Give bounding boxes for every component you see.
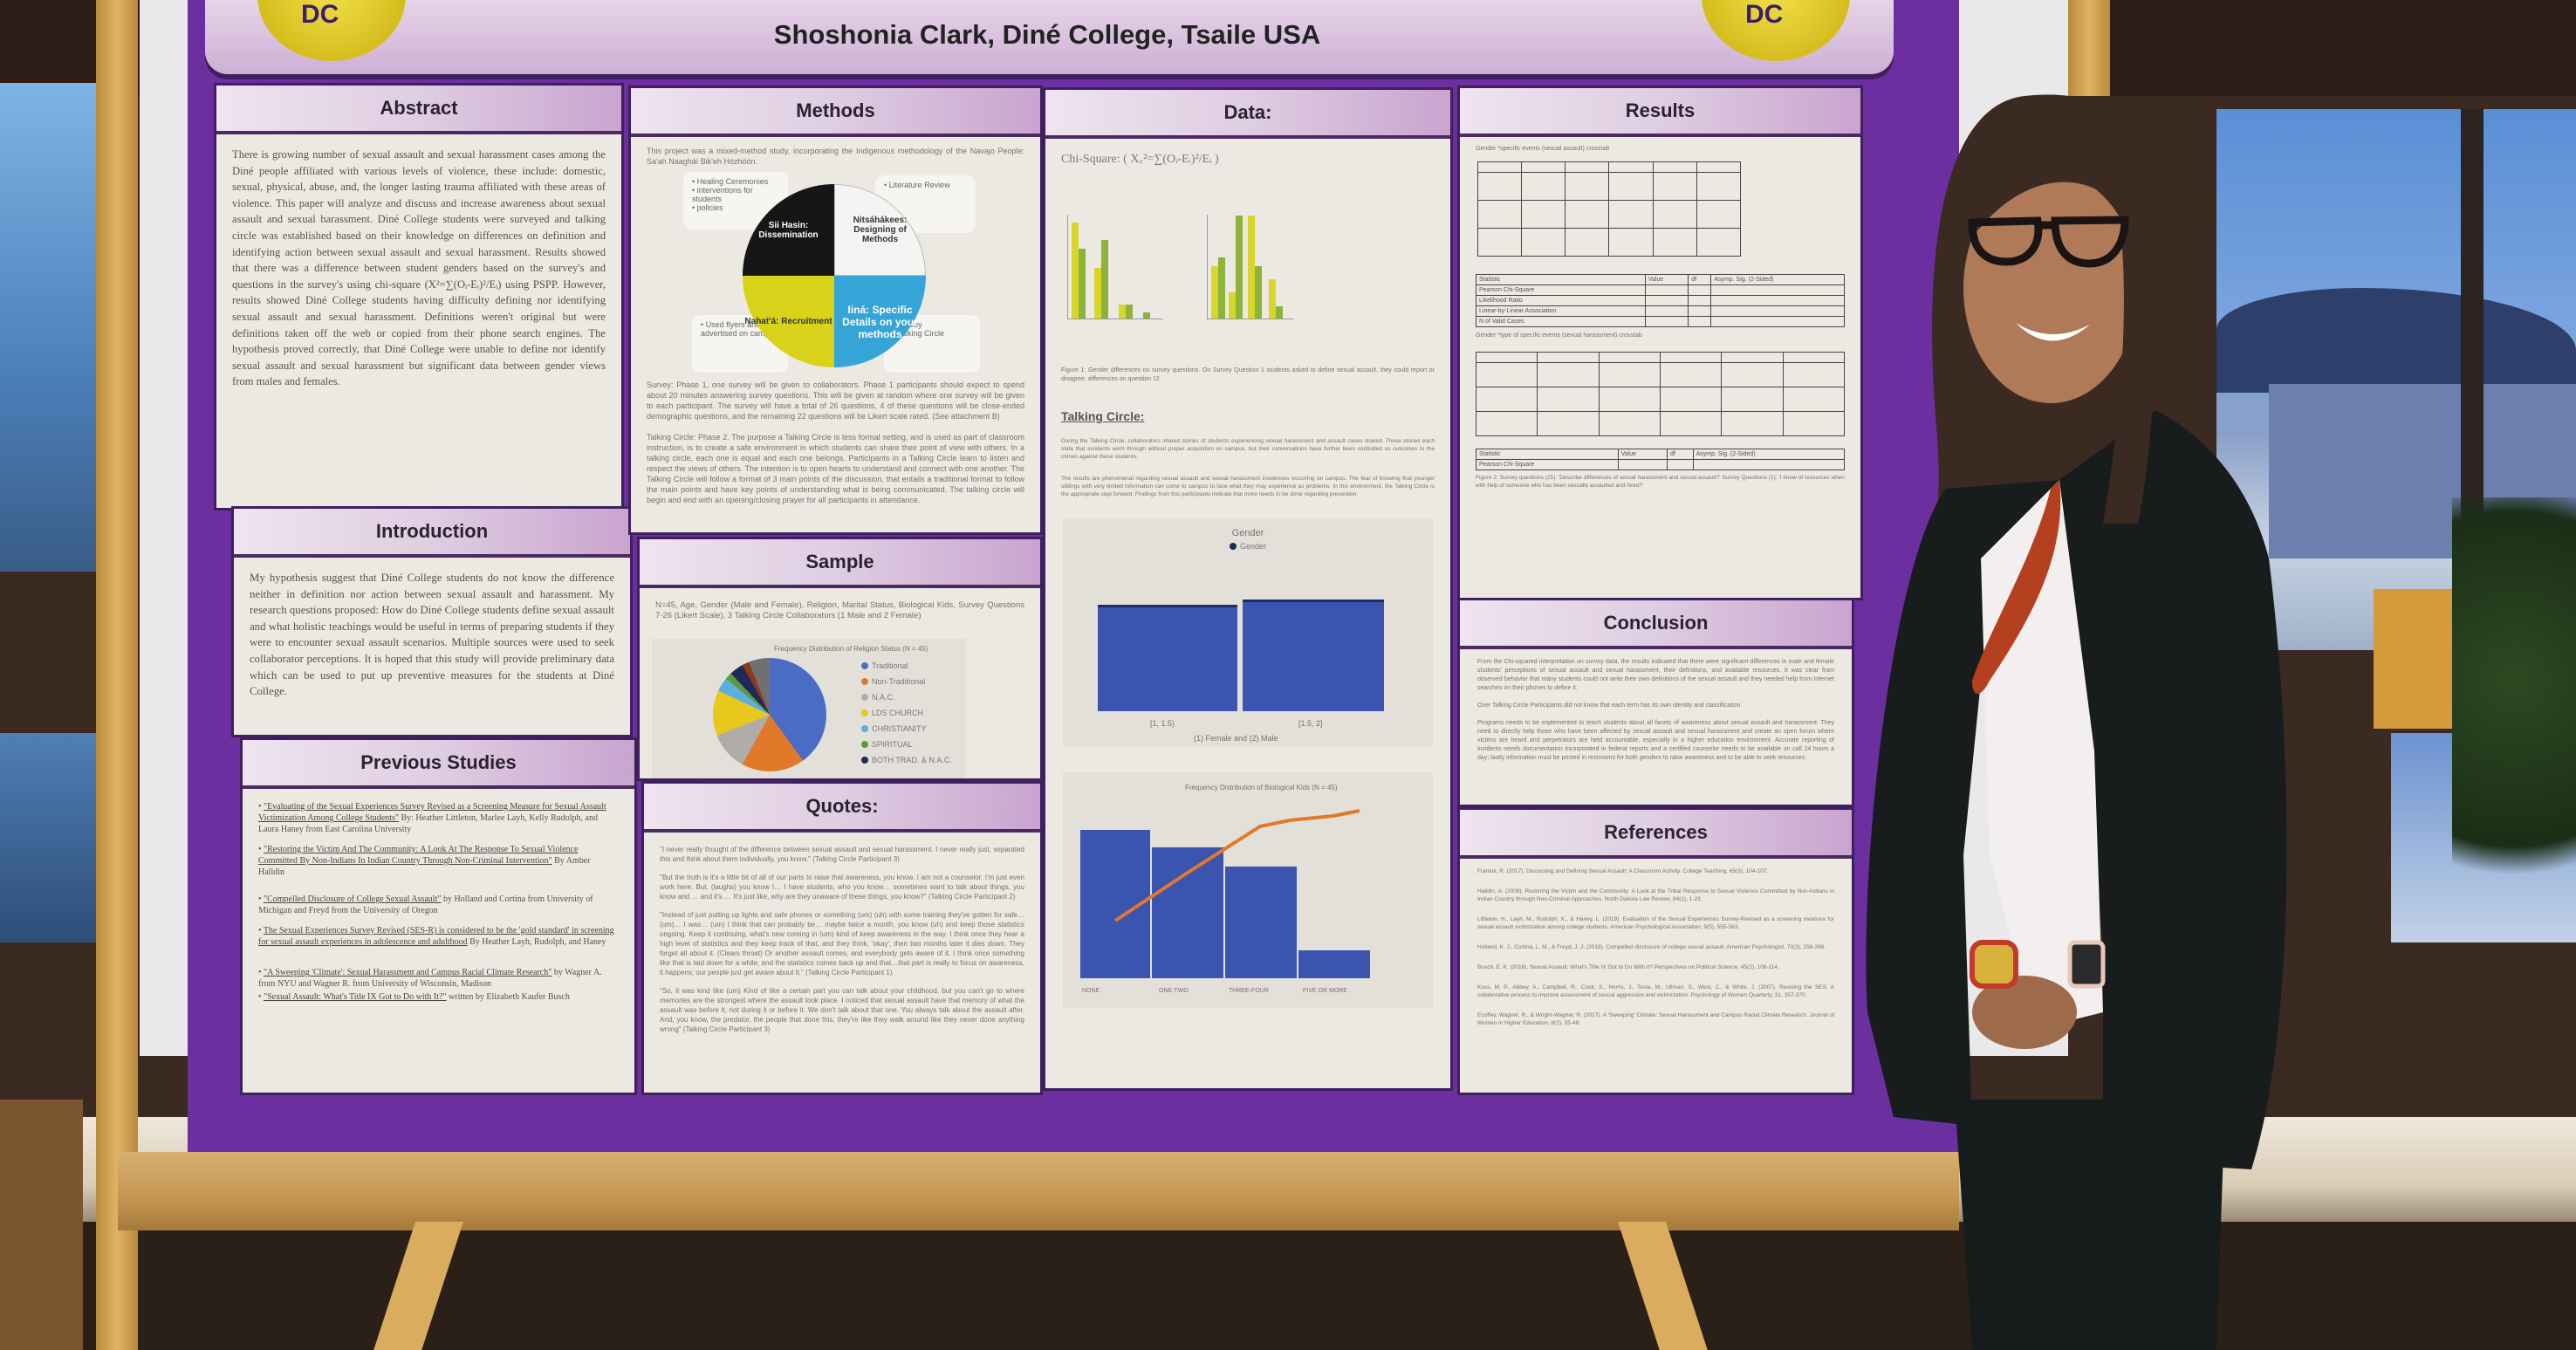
chi-square-table-2: Statistic Value df Asymp. Sig. (2-Sided) Pe…	[1460, 436, 1860, 470]
methods-wheel: Sii Hasin: Dissemination Nitsáhákees: De…	[743, 184, 926, 367]
references-list: Franiuk, R. (2017). Discussing and Defin…	[1460, 859, 1852, 1036]
reference: Holland, K. J., Cortina, L. M., & Freyd,…	[1477, 944, 1826, 950]
plant	[2452, 497, 2576, 951]
list-item: • "A Sweeping 'Climate': Sexual Harassme…	[258, 968, 602, 989]
bar-female	[1098, 605, 1237, 711]
methods-box: • Used flyers and advertised on campus	[692, 315, 788, 373]
methods-wheel-area: • Healing Ceremonies • interventions for …	[631, 167, 1040, 376]
pareto-chart: Frequency Distribution of Biological Kid…	[1063, 772, 1433, 1008]
list-item: • "Restoring the Victim And The Communit…	[258, 845, 591, 877]
methods-panel: Methods This project was a mixed-method …	[628, 86, 1043, 535]
panel-heading: References	[1460, 810, 1852, 859]
abstract-text: There is growing number of sexual assaul…	[232, 148, 606, 388]
panel-heading: Conclusion	[1460, 600, 1852, 649]
religion-pie-chart: Frequency Distribution of Religion Statu…	[652, 639, 966, 778]
shelf	[0, 1100, 83, 1350]
reference: Littleton, H., Layh, M., Rudolph, K., & …	[1477, 916, 1834, 930]
pie	[713, 658, 826, 771]
sample-panel: Sample N=45, Age, Gender (Male and Femal…	[637, 537, 1043, 781]
presenter	[1866, 94, 2287, 1350]
list-item: • "Sexual Assault: What's Title IX Got t…	[258, 992, 570, 1002]
panel-heading: Introduction	[234, 509, 630, 558]
wheel-segment: Nahat'á: Recruitment	[743, 276, 834, 367]
smartwatch	[2067, 940, 2106, 989]
talking-circle-heading: Talking Circle:	[1061, 409, 1145, 423]
talking-circle-text: During the Talking Circle, collaborators…	[1061, 438, 1435, 460]
talking-circle-text: The results are phenomenal regarding sex…	[1061, 476, 1435, 497]
quote: "So, it was kind like (um) Kind of like …	[660, 987, 1024, 1033]
panel-heading: Results	[1460, 88, 1860, 137]
data-panel: Data: Chi-Square: ( X꜀²=∑(Oᵢ-Eᵢ)²/Eᵢ ) F…	[1043, 87, 1453, 1091]
jacket	[1866, 410, 2287, 1169]
survey-text: Survey: Phase 1, one survey will be give…	[647, 380, 1024, 421]
easel-post-right	[2068, 0, 2110, 96]
results-panel: Results Gender *specific events (sexual …	[1457, 86, 1863, 600]
reference: Koss, M. P., Abbey, A., Campbell, R., Co…	[1477, 984, 1834, 998]
survey-chart-right	[1207, 215, 1294, 319]
panel-heading: Data:	[1045, 90, 1450, 139]
introduction-panel: Introduction My hypothesis suggest that …	[231, 506, 633, 737]
previous-studies-panel: Previous Studies • "Evaluating of the Se…	[240, 737, 637, 1095]
crosstab-table-2	[1460, 345, 1860, 436]
reference: Ecoffey, Wagner, R., & Wright-Wagner, R.…	[1477, 1012, 1834, 1026]
easel-post-left	[96, 0, 138, 1350]
survey-chart-left	[1067, 215, 1163, 319]
quote: "I never really thought of the differenc…	[660, 846, 1024, 863]
poster-header	[205, 0, 1894, 74]
conclusion-text: Over Talking Circle Participants did not…	[1477, 702, 1743, 709]
hands	[1972, 976, 2077, 1049]
panel-heading: Quotes:	[644, 784, 1040, 833]
references-panel: References Franiuk, R. (2017). Discussin…	[1457, 807, 1854, 1095]
chi-square-formula: Chi-Square: ( X꜀²=∑(Oᵢ-Eᵢ)²/Eᵢ )	[1061, 153, 1219, 166]
panel-heading: Methods	[631, 88, 1040, 137]
wheel-segment: Sii Hasin: Dissemination	[743, 184, 834, 276]
glasses	[1968, 216, 2129, 268]
easel-ledge	[118, 1152, 1959, 1230]
conclusion-text: From the Chi-squared interpretation on s…	[1477, 659, 1834, 691]
reference: Franiuk, R. (2017). Discussing and Defin…	[1477, 868, 1769, 874]
bar-male	[1243, 600, 1384, 711]
crosstab-table-1	[1460, 161, 1757, 257]
gender-bar-chart: Gender Gender [1, 1.5) [1.5, 2] (1) Fema…	[1063, 519, 1433, 746]
quote: "But the truth is it's a little bit of a…	[660, 874, 1024, 901]
figure-caption: Figure 2: Survey questions (25): 'Descri…	[1476, 475, 1845, 489]
list-item: • "Evaluating of the Sexual Experiences …	[258, 802, 606, 834]
poster-title: Shoshonia Clark, Diné College, Tsaile US…	[773, 19, 1321, 50]
cumulative-line	[1113, 809, 1360, 922]
introduction-text: My hypothesis suggest that Diné College …	[250, 572, 614, 698]
methods-intro: This project was a mixed-method study, i…	[647, 147, 1024, 166]
reference: Halldin, A. (2008). Restoring the Victim…	[1477, 888, 1834, 902]
wheel-segment: Iiná: Specific Details on your methods	[834, 276, 926, 367]
figure-caption: Figure 1: Gender differences on survey q…	[1061, 367, 1435, 382]
panel-heading: Previous Studies	[243, 740, 634, 789]
panel-heading: Sample	[640, 539, 1040, 588]
hair-bangs	[1963, 131, 2141, 332]
quotes-panel: Quotes: "I never really thought of the d…	[641, 781, 1043, 1095]
quote: "Instead of just putting up lights and s…	[660, 911, 1024, 977]
table-caption: Gender *type of specific events (sexual …	[1476, 332, 1642, 339]
abstract-panel: Abstract There is growing number of sexu…	[214, 83, 624, 511]
face	[1963, 173, 2138, 403]
wheel-segment: Nitsáhákees: Designing of Methods	[834, 184, 926, 276]
previous-studies-list: • "Evaluating of the Sexual Experiences …	[243, 789, 634, 1015]
survey-bar-charts	[1045, 180, 1450, 354]
quotes-list: "I never really thought of the differenc…	[644, 833, 1040, 1046]
smile	[2016, 323, 2090, 341]
list-item: • "Compelled Disclosure of College Sexua…	[258, 894, 593, 915]
necklace	[1972, 480, 2061, 694]
conclusion-panel: Conclusion From the Chi-squared interpre…	[1457, 598, 1854, 807]
beaded-bracelet	[1970, 940, 2018, 989]
reference: Busch, E. K. (2016). Sexual Assault: Wha…	[1477, 964, 1779, 970]
window-left	[0, 83, 96, 572]
sample-text: N=45, Age, Gender (Male and Female), Rel…	[655, 600, 1024, 620]
conclusion-text: Programs needs to be implemented to teac…	[1477, 720, 1834, 761]
panel-heading: Abstract	[216, 86, 621, 134]
list-item: • The Sexual Experiences Survey Revised …	[258, 926, 614, 947]
table-caption: Gender *specific events (sexual assault)…	[1476, 146, 1610, 152]
window-left-lower	[0, 733, 96, 942]
chi-square-table-1: Statistic Value df Asymp. Sig. (2-Sided) Pe…	[1460, 257, 1860, 327]
talking-circle-text: Talking Circle: Phase 2. The purpose a T…	[647, 433, 1024, 504]
pie-legend: Traditional Non-Traditional N.A.C. LDS C…	[861, 658, 952, 768]
